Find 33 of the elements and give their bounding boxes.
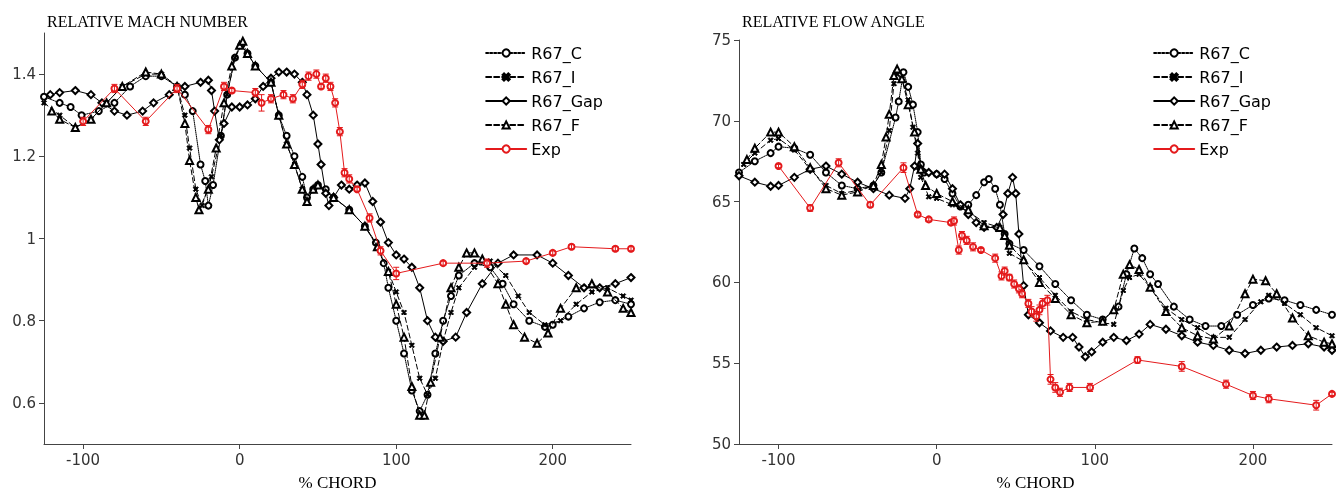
legend-label: Exp [531,139,561,159]
legend-label: R67_I [1199,67,1244,88]
y-tick-label: 65 [711,192,731,211]
y-tick-label: 1.2 [12,147,36,166]
y-tick-label: 70 [711,111,731,130]
x-tick-label: 100 [1080,450,1110,469]
chart-title: RELATIVE MACH NUMBER [47,12,249,30]
y-tick-label: 50 [711,435,731,453]
legend-label: R67_F [1199,115,1248,136]
x-tick-label: 100 [381,450,411,469]
legend-label: R67_I [531,67,576,88]
x-axis-title: % CHORD [996,473,1075,492]
y-tick-label: 1 [26,229,36,248]
legend-label: R67_C [1199,43,1250,64]
chart-title: RELATIVE FLOW ANGLE [742,12,925,30]
x-tick-label: 0 [234,450,245,469]
x-tick-label: -100 [66,450,101,469]
y-tick-label: 1.4 [12,65,36,84]
x-tick-label: 200 [1238,450,1268,469]
y-tick-label: 60 [711,273,731,292]
x-tick-label: -100 [761,450,796,469]
legend-label: R67_F [531,115,580,136]
legend-label: Exp [1199,139,1229,159]
x-tick-label: 200 [538,450,568,469]
y-tick-label: 0.8 [12,311,36,330]
legend-label: R67_Gap [531,91,604,112]
y-tick-label: 55 [711,354,731,373]
y-tick-label: 0.6 [12,393,36,412]
x-tick-label: 0 [931,450,942,469]
x-axis-title: % CHORD [298,473,377,492]
y-tick-label: 75 [711,31,731,49]
legend-label: R67_C [531,43,582,64]
legend-label: R67_Gap [1199,91,1272,112]
